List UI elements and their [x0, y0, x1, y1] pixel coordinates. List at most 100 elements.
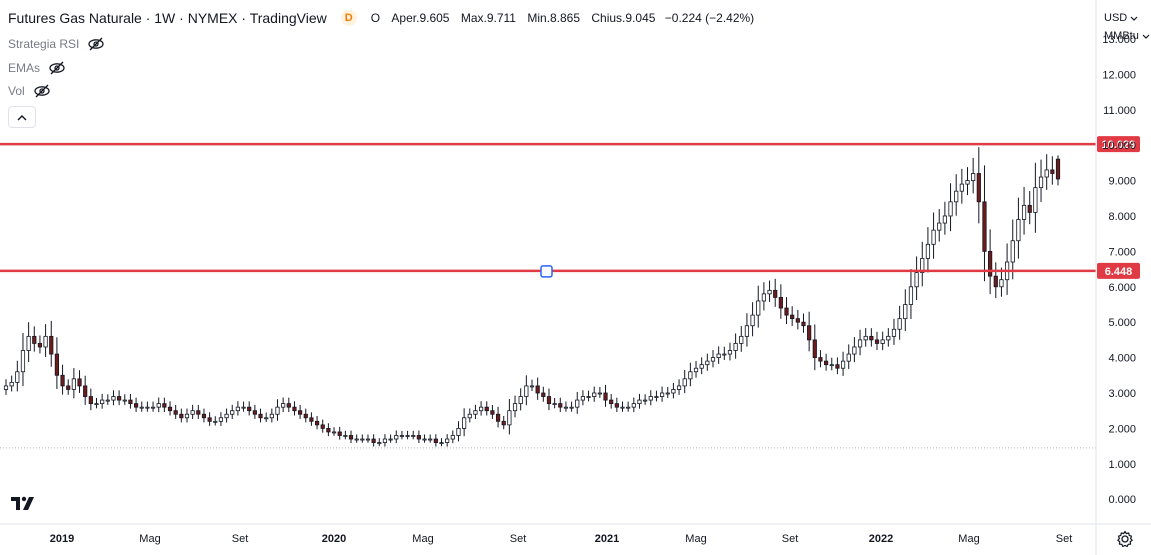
low-value: 8.865 [550, 11, 581, 25]
candle-body [71, 378, 76, 390]
candle [388, 434, 393, 443]
candle [835, 357, 840, 375]
candle-body [275, 406, 280, 415]
candle [230, 404, 235, 420]
candle [744, 313, 750, 347]
candle-body [162, 403, 167, 408]
candle [190, 404, 195, 420]
y-tick-label: 13.000 [1102, 34, 1136, 46]
candle-body [959, 183, 964, 192]
y-tick-label: 1.000 [1108, 459, 1136, 471]
data-badge[interactable]: D [340, 10, 357, 26]
candle-body [133, 403, 139, 408]
horizontal-lines-layer[interactable]: 10.029 6.448 [0, 136, 1140, 279]
legend-item-rsi[interactable]: Strategia RSI [8, 37, 105, 51]
candle [337, 426, 342, 440]
eye-crossed-icon[interactable] [87, 37, 105, 51]
candle-body [597, 392, 602, 395]
candle-body [931, 229, 936, 245]
candle [846, 344, 851, 370]
unit-selector[interactable]: MMBtu [1104, 27, 1150, 45]
candle-body [727, 350, 733, 355]
candle-body [484, 406, 489, 412]
candle-body [1021, 204, 1027, 220]
currency-selector[interactable]: USD [1104, 9, 1150, 27]
candle [416, 430, 421, 444]
candle [303, 408, 308, 423]
chevron-down-icon [1142, 34, 1150, 39]
legend-item-emas[interactable]: EMAs [8, 61, 66, 75]
candle-body [874, 339, 880, 344]
candle [167, 401, 173, 416]
eye-crossed-icon[interactable] [48, 61, 66, 75]
candle [546, 388, 552, 411]
candle [348, 430, 354, 444]
candle [94, 397, 99, 409]
legend-item-vol[interactable]: Vol [8, 84, 51, 98]
candle-body [767, 289, 772, 295]
gear-icon[interactable] [1116, 530, 1134, 548]
symbol-title[interactable]: Futures Gas Naturale · 1W · NYMEX · Trad… [8, 10, 327, 26]
candle-body [348, 435, 354, 440]
candle-body [3, 385, 9, 390]
candle-body [286, 403, 291, 408]
candle [971, 157, 976, 194]
candle [795, 309, 800, 330]
candle [778, 284, 783, 319]
candle-body [869, 335, 874, 341]
candle-body [111, 396, 116, 401]
horizontal-line-price-label: 10.029 [1102, 139, 1136, 151]
candle [925, 227, 931, 273]
candle-body [965, 180, 970, 185]
candle-body [269, 413, 274, 419]
candle-body [863, 335, 868, 341]
candle-body [631, 403, 636, 408]
candle-body [326, 428, 331, 433]
candle [631, 397, 636, 413]
candle-body [450, 435, 455, 440]
collapse-legend-button[interactable] [8, 106, 36, 128]
candle [965, 167, 970, 196]
candle [535, 377, 540, 400]
line-drag-handle[interactable] [540, 265, 553, 278]
candle-body [337, 431, 342, 436]
candle-body [190, 410, 195, 415]
candle-body [903, 304, 908, 320]
candle [377, 438, 382, 447]
legend-label: EMAs [8, 61, 41, 75]
candle [122, 394, 127, 405]
candle [77, 370, 82, 393]
candle [399, 430, 405, 440]
candle [575, 391, 580, 414]
candle [286, 397, 291, 413]
eye-crossed-icon[interactable] [33, 84, 51, 98]
candle [1038, 159, 1044, 202]
candle-body [37, 343, 43, 348]
candle-body [156, 403, 161, 408]
x-tick-label: 2019 [50, 533, 74, 545]
y-tick-label: 9.000 [1108, 176, 1136, 188]
high-label: Max. [460, 11, 487, 25]
candle [880, 331, 885, 351]
candle-body [976, 173, 981, 203]
tradingview-logo-icon[interactable] [10, 494, 36, 512]
candle [467, 408, 472, 423]
candle [162, 397, 167, 413]
candle-body [671, 389, 676, 394]
candle-body [580, 396, 586, 401]
candle [128, 394, 133, 409]
candle [111, 390, 116, 406]
candle-body [1050, 169, 1055, 174]
candle [1050, 156, 1055, 185]
candle [139, 401, 144, 412]
candle [478, 401, 484, 416]
candle [252, 404, 257, 419]
candle-body [128, 399, 133, 405]
candle-body [32, 335, 37, 344]
candle [247, 401, 252, 416]
price-axis-unit[interactable]: USD MMBtu [1104, 9, 1150, 45]
candle [292, 401, 297, 416]
open-label: Aper. [391, 11, 420, 25]
candle [659, 386, 665, 402]
